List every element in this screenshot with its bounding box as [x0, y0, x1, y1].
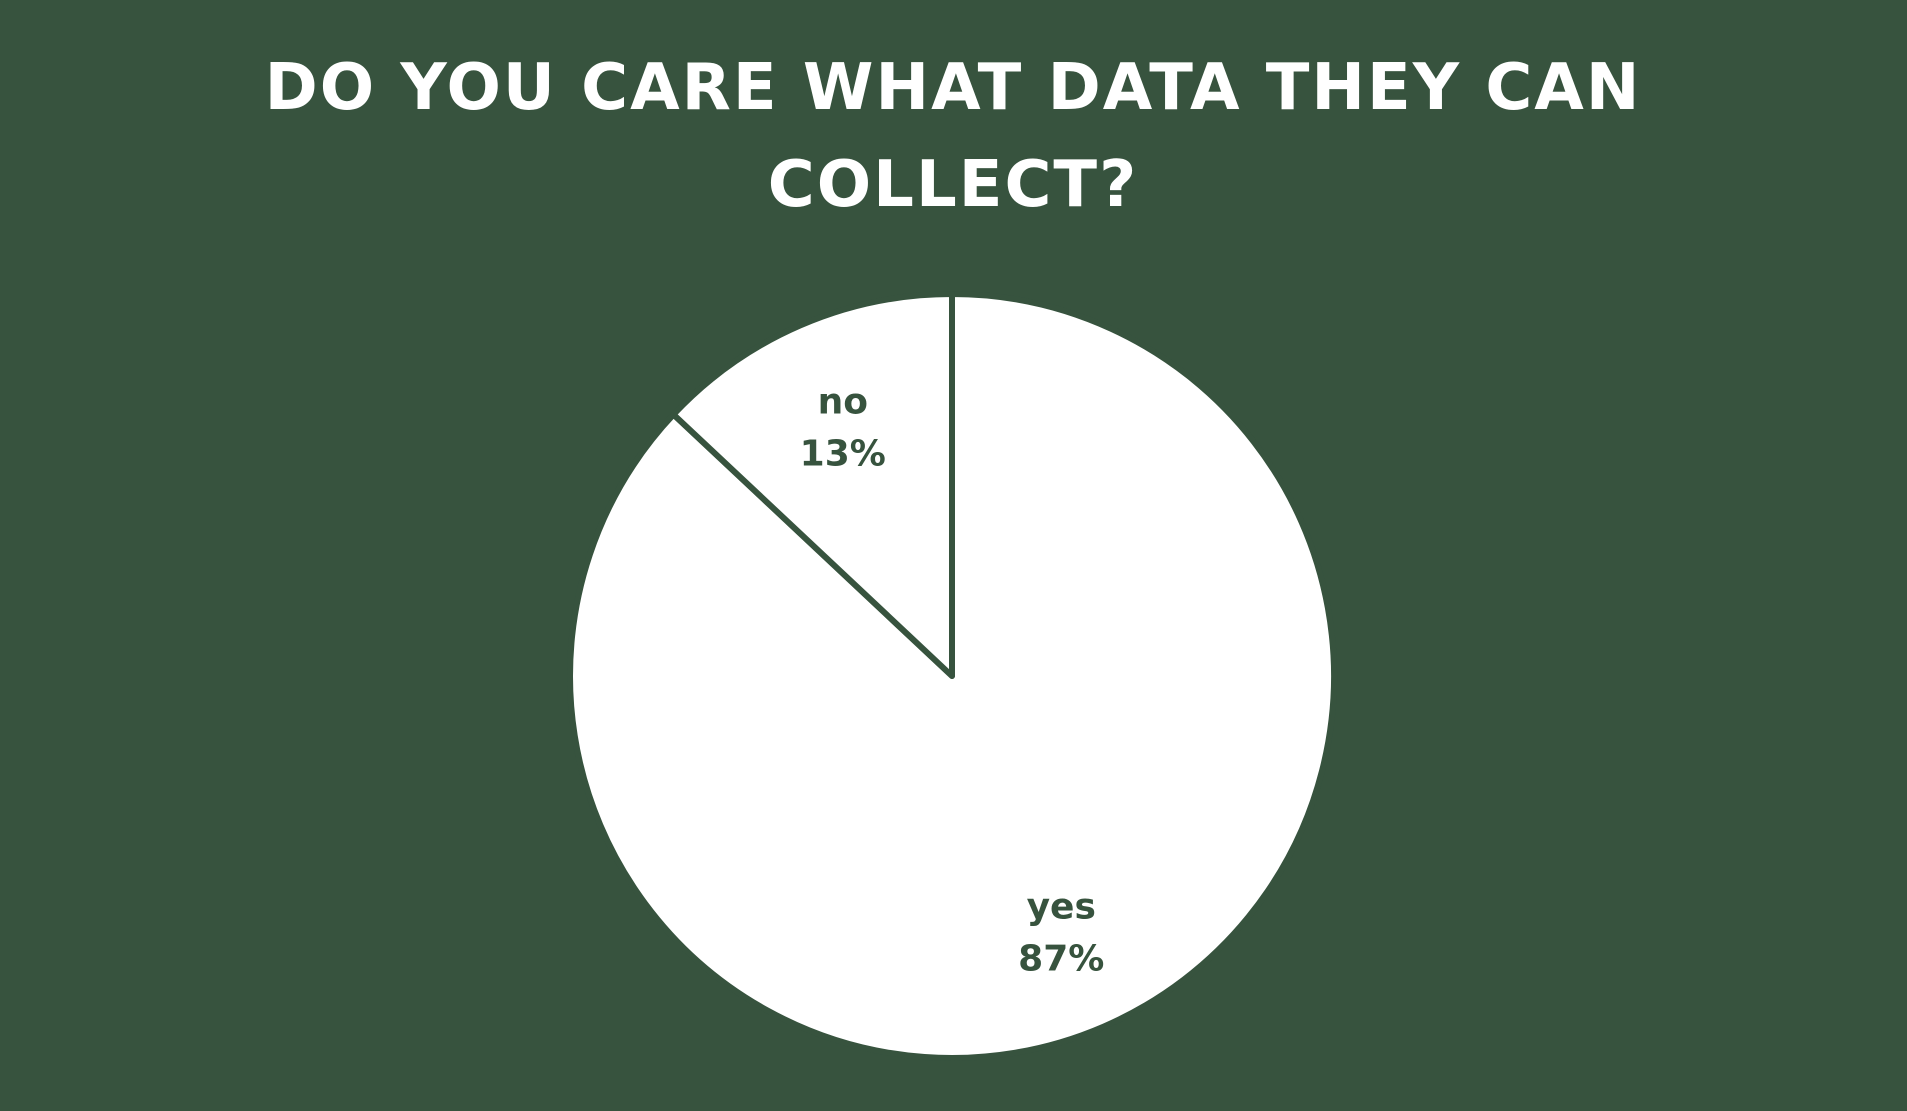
- slice-label-yes: yes 87%: [1018, 886, 1104, 979]
- chart-title: DO YOU CARE WHAT DATA THEY CAN COLLECT?: [264, 51, 1642, 222]
- slice-category-label: no: [818, 382, 868, 423]
- pie-slice-no: [670, 291, 955, 679]
- slice-value-label: 87%: [1018, 938, 1104, 979]
- slice-value-label: 13%: [800, 434, 886, 475]
- slice-label-no: no 13%: [800, 382, 886, 475]
- slice-category-label: yes: [1027, 886, 1096, 927]
